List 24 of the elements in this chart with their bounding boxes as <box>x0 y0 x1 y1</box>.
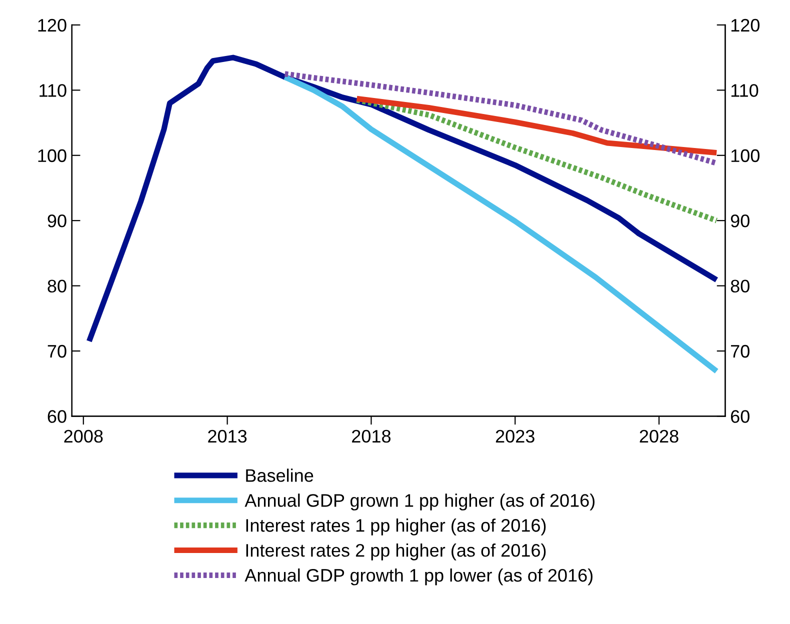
y-tick-label: 70 <box>48 344 66 358</box>
y2-tick-label: 60 <box>731 410 750 423</box>
x-tick-label: 2023 <box>496 430 534 443</box>
y2-tick-label: 90 <box>730 214 750 228</box>
legend-label: Interest rates 2 pp higher (as of 2016) <box>246 544 546 560</box>
y-tick-label: 60 <box>48 410 66 423</box>
x-tick-label: 2018 <box>352 430 391 443</box>
y2-tick-label: 100 <box>731 149 760 162</box>
y-tick-label: 100 <box>38 149 66 162</box>
y2-tick-label: 110 <box>731 84 758 97</box>
y-tick-label: 80 <box>48 280 66 293</box>
x-tick-label: 2013 <box>208 430 247 443</box>
legend-label: Interest rates 1 pp higher (as of 2016) <box>246 518 546 536</box>
legend-label: Annual GDP grown 1 pp higher (as of 2016) <box>244 494 595 510</box>
y2-tick-label: 120 <box>731 18 760 32</box>
y-tick-label: 110 <box>40 84 66 97</box>
x-tick-label: 2008 <box>64 430 103 443</box>
y-tick-label: 120 <box>38 18 66 32</box>
y-tick-label: 90 <box>48 214 66 228</box>
y2-tick-label: 80 <box>730 280 750 293</box>
x-tick-label: 2028 <box>640 430 678 443</box>
legend-label: Annual GDP growth 1 pp lower (as of 2016) <box>244 568 592 586</box>
legend-label: Baseline <box>246 468 314 482</box>
y2-tick-label: 70 <box>731 344 750 358</box>
